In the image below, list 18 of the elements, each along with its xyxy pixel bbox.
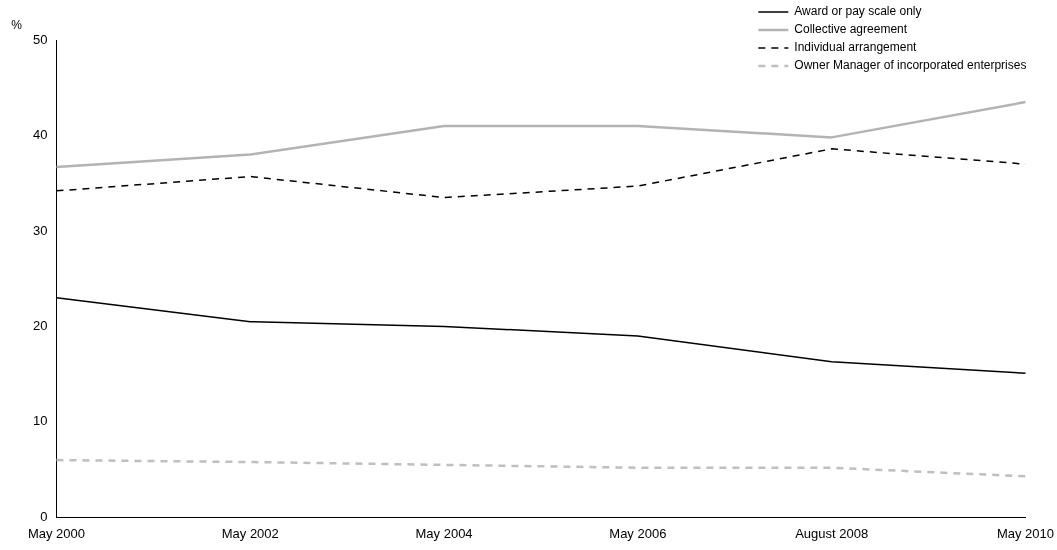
line-series: [55, 458, 1027, 478]
legend-label: Collective agreement: [794, 22, 908, 37]
y-tick-label: 10: [32, 413, 48, 429]
y-tick-label: 40: [32, 127, 48, 143]
y-tick-label: 30: [32, 222, 48, 238]
x-tick-label: May 2004: [415, 525, 473, 541]
x-tick-label: May 2010: [996, 525, 1054, 541]
x-tick-label: August 2008: [795, 525, 869, 541]
x-tick-label: May 2000: [27, 525, 86, 541]
legend-label: Individual arrangement: [794, 40, 918, 55]
y-tick-label: 0: [40, 508, 48, 524]
y-axis-title: %: [11, 18, 23, 33]
x-tick-label: May 2006: [609, 525, 667, 541]
legend-label: Award or pay scale only: [794, 4, 922, 19]
y-tick-label: 50: [32, 31, 48, 47]
y-tick-label: 20: [32, 318, 48, 334]
legend-label: Owner Manager of incorporated enterprises: [794, 58, 1027, 73]
x-tick-label: May 2002: [221, 525, 279, 541]
